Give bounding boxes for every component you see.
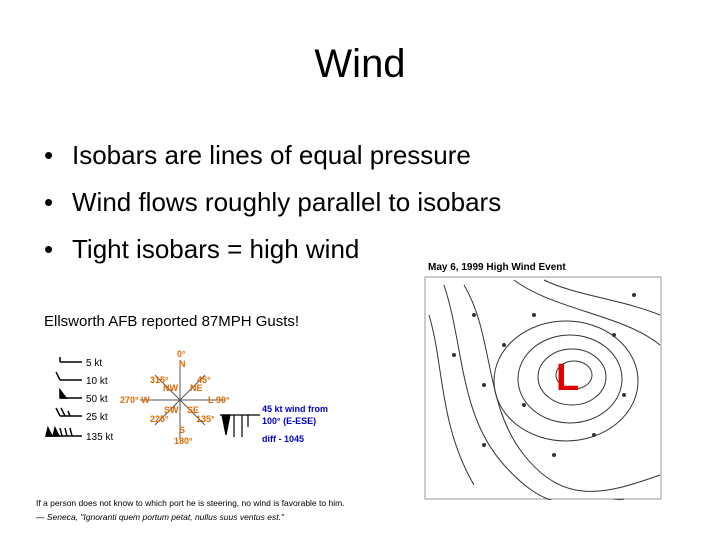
- direction-label: 315°: [150, 375, 169, 385]
- direction-label: 225°: [150, 414, 169, 424]
- quote: If a person does not know to which port …: [36, 496, 345, 524]
- direction-label: N: [179, 359, 186, 369]
- wind-legend: 5 kt 10 kt 50 kt 25 kt 135 kt 0° N 315° …: [45, 349, 328, 446]
- quote-line: If a person does not know to which port …: [36, 498, 345, 508]
- example-barb: [220, 414, 260, 437]
- compass: [140, 360, 225, 440]
- isobars: [428, 279, 661, 500]
- direction-label: SW: [164, 405, 179, 415]
- direction-label: NE: [190, 383, 203, 393]
- bullet: Wind flows roughly parallel to isobars: [44, 179, 501, 226]
- low-marker: L: [556, 357, 579, 399]
- example-label: 45 kt wind from: [262, 404, 328, 414]
- direction-label: 135°: [196, 414, 215, 424]
- direction-label: SE: [187, 405, 199, 415]
- slide-title: Wind: [314, 42, 406, 86]
- bullet-list: Isobars are lines of equal pressure Wind…: [44, 132, 501, 273]
- direction-label: 270° W: [120, 395, 150, 405]
- direction-label: 45°: [197, 375, 211, 385]
- diff-label: diff - 1045: [262, 434, 304, 444]
- speed-label: 25 kt: [86, 412, 108, 423]
- map-frame: [424, 276, 662, 500]
- stations: [452, 293, 636, 457]
- bullet: Tight isobars = high wind: [44, 226, 501, 273]
- speed-label: 50 kt: [86, 394, 108, 405]
- direction-label: 0°: [177, 349, 186, 359]
- caption: Ellsworth AFB reported 87MPH Gusts!: [44, 313, 300, 330]
- direction-label: NW: [163, 383, 178, 393]
- direction-label: 180°: [174, 436, 193, 446]
- direction-label: L 90°: [208, 395, 230, 405]
- direction-label: S: [179, 425, 185, 435]
- example-label: 100° (E-ESE): [262, 416, 316, 426]
- weather-map: May 6, 1999 High Wind Event L: [424, 262, 662, 500]
- speed-label: 5 kt: [86, 358, 102, 369]
- speed-label: 10 kt: [86, 376, 108, 387]
- speed-label: 135 kt: [86, 432, 113, 443]
- quote-line: — Seneca, "Ignoranti quem portum petat, …: [36, 512, 284, 522]
- barbs: [45, 357, 82, 437]
- map-title: May 6, 1999 High Wind Event: [428, 262, 566, 273]
- bullet: Isobars are lines of equal pressure: [44, 132, 501, 179]
